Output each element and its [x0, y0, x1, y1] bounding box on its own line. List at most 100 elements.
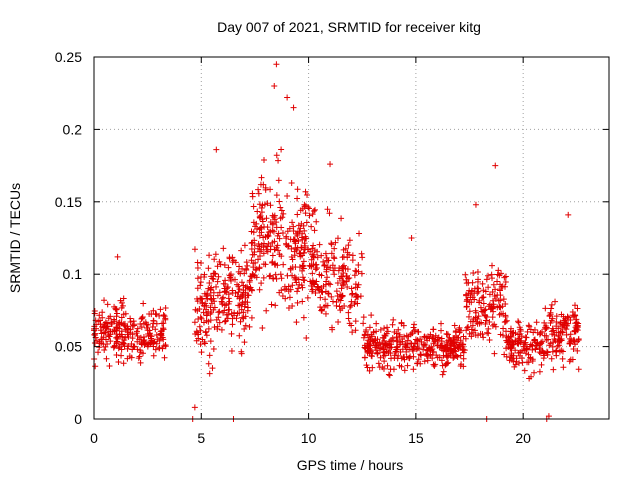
data-point: [454, 353, 461, 360]
data-point: [273, 152, 280, 159]
data-point: [566, 335, 573, 342]
y-tick-label: 0.1: [63, 266, 83, 282]
data-point: [331, 271, 338, 278]
data-point: [319, 289, 326, 296]
data-point: [264, 224, 271, 231]
data-point: [508, 350, 515, 357]
data-point: [130, 343, 137, 350]
data-point: [313, 278, 320, 285]
data-point: [440, 368, 447, 375]
data-point: [206, 352, 213, 359]
data-point: [525, 351, 532, 358]
data-point: [544, 336, 551, 343]
data-point: [275, 247, 282, 254]
data-point: [249, 239, 256, 246]
data-point: [506, 337, 513, 344]
data-point: [248, 286, 255, 293]
data-point: [393, 348, 400, 355]
data-point: [194, 307, 201, 314]
data-point: [300, 314, 307, 321]
data-point: [471, 290, 478, 297]
data-point: [152, 346, 159, 353]
data-point: [216, 289, 223, 296]
data-point: [235, 283, 242, 290]
data-point: [574, 347, 581, 354]
data-point: [474, 268, 481, 275]
data-point: [330, 254, 337, 261]
data-point: [560, 364, 567, 371]
data-point: [359, 254, 366, 261]
data-point: [106, 333, 113, 340]
data-point: [335, 318, 342, 325]
data-point: [91, 310, 98, 317]
data-point: [544, 349, 551, 356]
data-point: [254, 245, 261, 252]
data-point: [289, 282, 296, 289]
data-point: [237, 270, 244, 277]
data-point: [279, 229, 286, 236]
data-point: [358, 250, 365, 257]
data-point: [511, 363, 518, 370]
data-point: [249, 251, 256, 258]
data-point: [118, 328, 125, 335]
data-point: [229, 287, 236, 294]
data-point: [214, 325, 221, 332]
data-point: [254, 208, 261, 215]
data-point: [316, 241, 323, 248]
data-point: [430, 340, 437, 347]
data-point: [377, 354, 384, 361]
data-point: [515, 350, 522, 357]
y-tick-label: 0.05: [55, 339, 82, 355]
data-point: [248, 245, 255, 252]
data-point: [278, 275, 285, 282]
data-point: [476, 299, 483, 306]
data-point: [208, 296, 215, 303]
data-point: [427, 347, 434, 354]
data-point: [499, 303, 506, 310]
data-point: [341, 303, 348, 310]
data-point: [346, 303, 353, 310]
data-point: [552, 298, 559, 305]
data-point: [382, 352, 389, 359]
data-point: [559, 329, 566, 336]
data-point: [352, 318, 359, 325]
data-point: [151, 338, 158, 345]
x-tick-label: 0: [90, 430, 98, 446]
data-point: [209, 300, 216, 307]
data-point: [127, 326, 134, 333]
data-point: [101, 320, 108, 327]
data-point: [316, 287, 323, 294]
data-point: [514, 339, 521, 346]
data-point: [310, 207, 317, 214]
data-point: [194, 285, 201, 292]
data-point: [216, 308, 223, 315]
data-point: [113, 339, 120, 346]
data-point: [388, 355, 395, 362]
data-point: [477, 304, 484, 311]
data-point: [490, 281, 497, 288]
data-point: [300, 258, 307, 265]
data-point: [140, 300, 147, 307]
data-point: [438, 357, 445, 364]
data-point: [532, 346, 539, 353]
data-point: [255, 186, 262, 193]
data-point: [161, 354, 168, 361]
data-point: [462, 271, 469, 278]
data-point: [137, 359, 144, 366]
data-point: [434, 336, 441, 343]
data-point: [205, 265, 212, 272]
data-point: [284, 228, 291, 235]
data-point: [138, 341, 145, 348]
data-point: [456, 329, 463, 336]
data-point: [194, 264, 201, 271]
data-point: [220, 294, 227, 301]
data-point: [513, 358, 520, 365]
data-point: [238, 350, 245, 357]
data-point: [455, 326, 462, 333]
data-point: [549, 315, 556, 322]
y-tick-label: 0.2: [63, 121, 83, 137]
data-point: [236, 332, 243, 339]
y-tick-label: 0: [74, 411, 82, 427]
data-point: [480, 300, 487, 307]
data-point: [253, 266, 260, 273]
